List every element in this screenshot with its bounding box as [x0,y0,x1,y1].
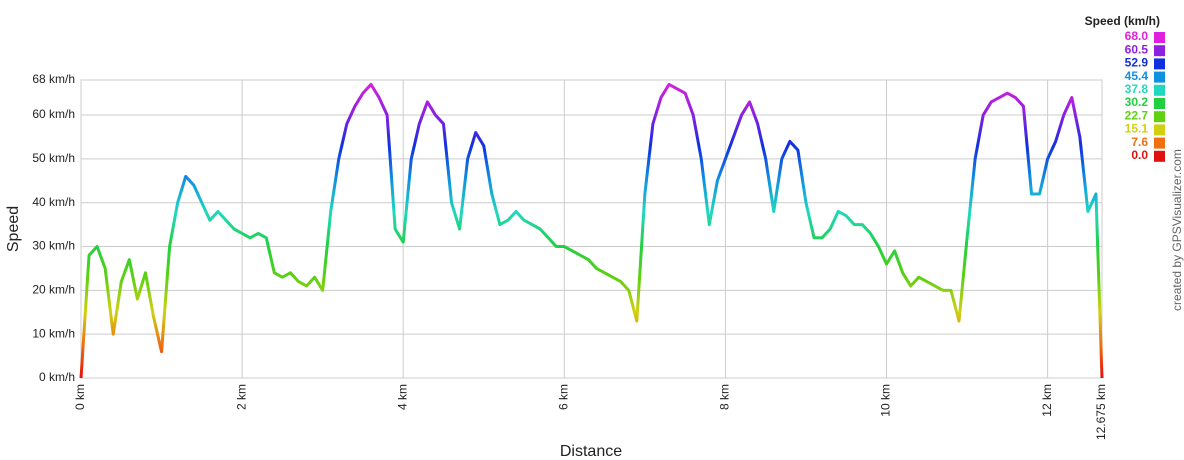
y-tick-label: 60 km/h [32,107,75,121]
legend-label: 60.5 [1125,42,1149,56]
credit: created by GPSVisualizer.com [1170,149,1184,311]
legend-label: 7.6 [1131,135,1148,149]
legend-swatch [1154,32,1165,43]
legend-swatch [1154,111,1165,123]
x-tick-label: 12 km [1040,384,1054,417]
x-tick-label: 0 km [73,384,87,410]
legend-label: 68.0 [1125,29,1149,43]
x-tick-label: 6 km [556,384,570,410]
y-tick-label: 0 km/h [39,370,75,384]
legend-swatch [1154,98,1165,109]
y-tick-label: 30 km/h [32,239,75,253]
x-tick-label: 2 km [234,384,248,410]
y-axis-title: Speed [5,206,22,252]
legend-label: 22.7 [1125,108,1149,122]
speed-line [79,82,1104,379]
legend-label: 37.8 [1125,82,1149,96]
y-tick-label: 50 km/h [32,151,75,165]
legend-label: 45.4 [1125,69,1149,83]
legend-label: 30.2 [1125,95,1149,109]
legend-swatch [1154,137,1165,149]
legend-swatch [1154,58,1165,70]
legend-title: Speed (km/h) [1085,14,1160,28]
legend-swatch [1154,124,1165,136]
x-tick-label: 8 km [718,384,732,410]
legend-label: 15.1 [1125,122,1149,136]
legend-swatch [1154,84,1165,96]
x-tick-label: 12.675 km [1094,384,1108,440]
legend-swatch [1154,45,1165,57]
y-tick-label: 20 km/h [32,283,75,297]
x-tick-label: 4 km [395,384,409,410]
legend-label: 0.0 [1131,148,1148,162]
legend-swatch [1154,71,1165,83]
legend-label: 52.9 [1125,56,1149,70]
y-tick-label: 40 km/h [32,195,75,209]
y-tick-label: 68 km/h [32,72,75,86]
x-axis-title: Distance [560,443,622,460]
x-tick-label: 10 km [879,384,893,417]
y-tick-label: 10 km/h [32,326,75,340]
legend-swatch [1154,150,1165,162]
